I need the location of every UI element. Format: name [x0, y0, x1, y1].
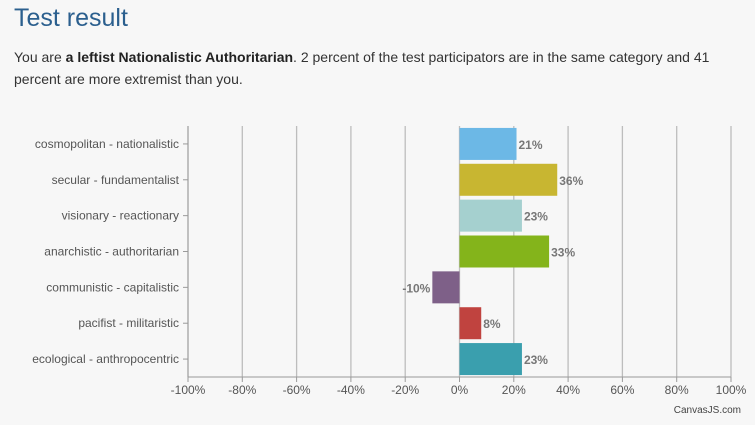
x-tick-label: 60% — [610, 383, 634, 397]
x-tick-label: 100% — [716, 383, 747, 397]
x-tick-label: 80% — [665, 383, 689, 397]
category-label: communistic - capitalistic — [46, 280, 179, 294]
x-tick-label: -40% — [337, 383, 365, 397]
bar — [459, 307, 482, 340]
summary-text-start: You are — [14, 49, 66, 65]
x-tick-label: 0% — [451, 383, 469, 397]
chart-credit-link[interactable]: CanvasJS.com — [673, 405, 741, 416]
page-title: Test result — [14, 4, 128, 32]
bar-data-label: 8% — [483, 317, 501, 331]
x-tick-label: 20% — [502, 383, 526, 397]
category-label: anarchistic - authoritarian — [44, 245, 179, 259]
bar-data-label: 36% — [559, 174, 583, 188]
bar — [459, 163, 558, 196]
summary-category: a leftist Nationalistic Authoritarian — [65, 49, 294, 65]
x-tick-label: 40% — [556, 383, 580, 397]
x-tick-label: -60% — [283, 383, 311, 397]
bar — [459, 127, 517, 160]
category-label: cosmopolitan - nationalistic — [35, 137, 179, 151]
bar — [459, 235, 550, 268]
category-label: secular - fundamentalist — [52, 173, 180, 187]
bar-data-label: -10% — [402, 281, 430, 295]
bar — [432, 271, 460, 304]
x-tick-label: -20% — [391, 383, 419, 397]
bar-data-label: 23% — [524, 353, 548, 367]
summary-text-end: . 2 percent of the test participators ar… — [14, 49, 710, 87]
bar — [459, 343, 522, 376]
x-tick-label: -80% — [228, 383, 256, 397]
category-label: ecological - anthropocentric — [32, 352, 179, 366]
bar-data-label: 23% — [524, 210, 548, 224]
x-tick-label: -100% — [171, 383, 206, 397]
category-label: visionary - reactionary — [62, 209, 179, 223]
category-label: pacifist - militaristic — [78, 316, 179, 330]
bar — [459, 199, 522, 232]
result-summary: You are a leftist Nationalistic Authorit… — [14, 46, 714, 90]
bar-data-label: 21% — [519, 138, 543, 152]
bar-data-label: 33% — [551, 246, 575, 260]
